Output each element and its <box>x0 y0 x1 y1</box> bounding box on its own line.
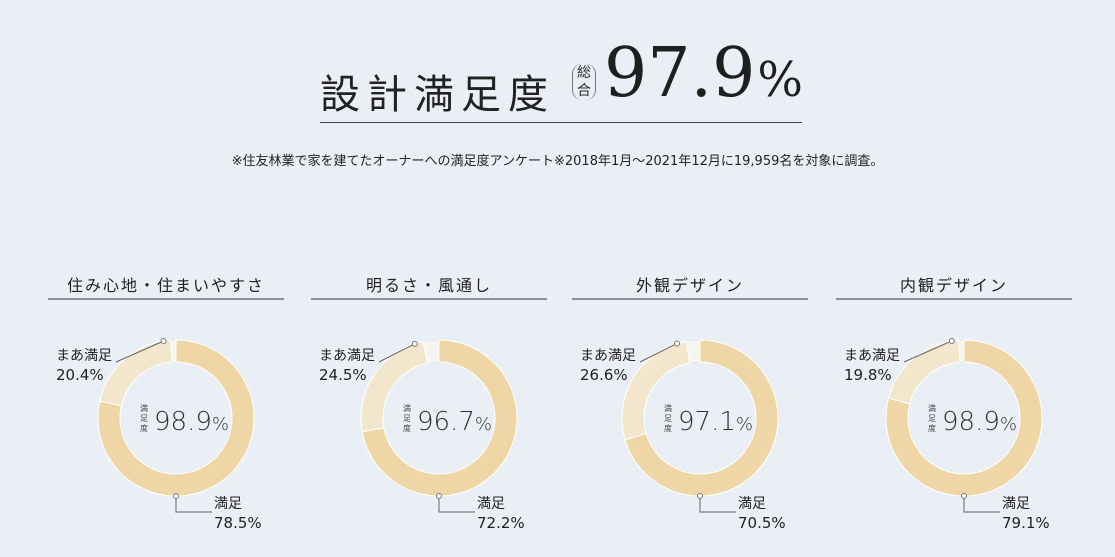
center-caption-char: 度 <box>664 423 672 433</box>
center-value-unit: % <box>475 414 492 435</box>
slice-label-value-somewhat: 20.4% <box>56 366 104 384</box>
leader-dot-satisfied <box>436 493 442 499</box>
category-title: 外観デザイン <box>636 276 744 295</box>
leader-dot-somewhat <box>411 340 418 347</box>
donut-slice-somewhat-satisfied <box>360 341 429 433</box>
slice-label-name-somewhat: まあ満足 <box>56 348 112 364</box>
center-value-unit: % <box>212 414 229 435</box>
center-caption-char: 足 <box>403 414 411 423</box>
leader-line-somewhat <box>115 340 164 363</box>
slice-label-name-satisfied: 満足 <box>477 496 505 512</box>
leader-line-somewhat <box>378 343 416 363</box>
headline-value: 97.9% <box>604 34 803 113</box>
center-caption-char: 足 <box>664 414 672 423</box>
slice-label-value-somewhat: 26.6% <box>580 366 628 384</box>
center-value-unit: % <box>1000 414 1017 435</box>
headline-value-unit: % <box>757 52 804 108</box>
leader-line-satisfied <box>963 496 1000 513</box>
footnote: ※住友林業で家を建てたオーナーへの満足度アンケート※2018年1月～2021年1… <box>231 154 884 169</box>
headline-sub-line1: 総 <box>577 65 591 81</box>
center-caption-char: 足 <box>140 414 148 423</box>
leader-dot-somewhat <box>674 340 681 347</box>
slice-label-value-somewhat: 24.5% <box>319 366 367 384</box>
center-caption-char: 度 <box>140 423 148 433</box>
center-value-number: 97.1 <box>678 407 736 437</box>
center-value: 98.9% <box>154 407 229 437</box>
leader-line-somewhat <box>639 343 678 363</box>
leader-line-satisfied <box>438 496 475 513</box>
slice-label-name-somewhat: まあ満足 <box>319 348 375 364</box>
leader-dot-satisfied <box>173 493 179 499</box>
slice-label-name-satisfied: 満足 <box>1002 496 1030 512</box>
donut-slice-somewhat-satisfied <box>621 340 691 441</box>
leader-line-satisfied <box>699 496 736 513</box>
headline-value-number: 97.9 <box>604 34 756 113</box>
category-title: 内観デザイン <box>900 276 1008 295</box>
headline-sub-line2: 合 <box>577 83 591 99</box>
center-caption-char: 度 <box>403 423 411 433</box>
center-value: 96.7% <box>417 407 492 437</box>
leader-line-satisfied <box>175 496 212 513</box>
leader-dot-satisfied <box>697 493 703 499</box>
slice-label-value-satisfied: 79.1% <box>1002 514 1050 532</box>
center-value-number: 98.9 <box>154 407 212 437</box>
donut-slice-somewhat-satisfied <box>887 339 961 405</box>
center-value-number: 96.7 <box>417 407 475 437</box>
donut-slice-satisfied <box>97 339 255 497</box>
slice-label-name-satisfied: 満足 <box>214 496 242 512</box>
slice-label-name-satisfied: 満足 <box>738 496 766 512</box>
donut-slice-satisfied <box>885 339 1043 497</box>
center-caption-char: 足 <box>928 414 936 423</box>
center-value-number: 98.9 <box>942 407 1000 437</box>
leader-line-somewhat <box>903 340 953 363</box>
center-caption-char: 満 <box>928 404 936 413</box>
center-caption-char: 満 <box>140 404 148 413</box>
center-caption-char: 度 <box>928 423 936 433</box>
slice-label-value-somewhat: 19.8% <box>844 366 892 384</box>
donut-slice-satisfied <box>361 339 518 497</box>
slice-label-value-satisfied: 78.5% <box>214 514 262 532</box>
slice-label-name-somewhat: まあ満足 <box>580 348 636 364</box>
donut-slice-satisfied <box>624 339 779 497</box>
center-caption-char: 満 <box>664 404 672 413</box>
headline-label: 設計満足度 <box>320 72 555 118</box>
slice-label-value-satisfied: 72.2% <box>477 514 525 532</box>
category-title: 明るさ・風通し <box>366 276 492 295</box>
leader-dot-somewhat <box>948 337 955 344</box>
slice-label-value-satisfied: 70.5% <box>738 514 786 532</box>
center-value-unit: % <box>736 414 753 435</box>
center-caption-char: 満 <box>403 404 411 413</box>
center-value: 98.9% <box>942 407 1017 437</box>
leader-dot-somewhat <box>160 337 167 344</box>
center-value: 97.1% <box>678 407 753 437</box>
donut-slice-somewhat-satisfied <box>99 339 173 407</box>
category-title: 住み心地・住まいやすさ <box>67 276 265 295</box>
headline: 設計満足度 総 合 97.9% <box>320 34 803 123</box>
slice-label-name-somewhat: まあ満足 <box>844 348 900 364</box>
headline-rule <box>320 122 802 123</box>
leader-dot-satisfied <box>961 493 967 499</box>
headline-sub: 総 合 <box>572 64 596 100</box>
